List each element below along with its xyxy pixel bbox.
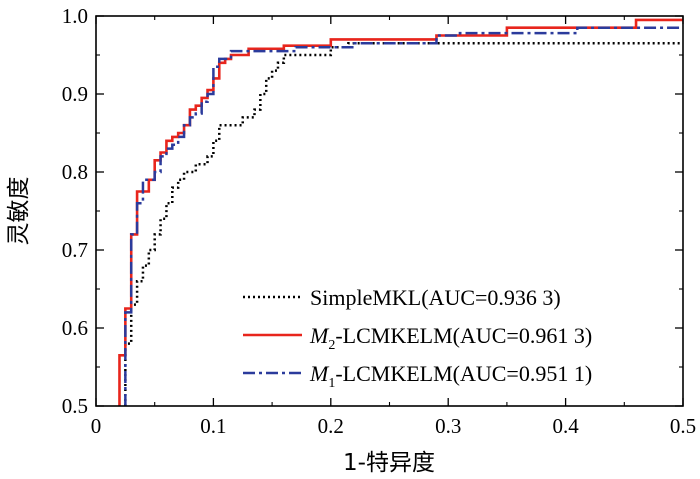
x-tick-label: 0.1 bbox=[200, 414, 226, 438]
x-tick-label: 0 bbox=[91, 414, 102, 438]
y-tick-label: 0.9 bbox=[62, 82, 88, 106]
x-tick-label: 0.5 bbox=[670, 414, 696, 438]
x-tick-label: 0.2 bbox=[318, 414, 344, 438]
series-lines bbox=[118, 18, 683, 406]
series-line-0 bbox=[124, 42, 683, 406]
y-tick-label: 0.8 bbox=[62, 160, 88, 184]
y-tick-label: 0.6 bbox=[62, 316, 88, 340]
legend-label-2: M1-LCMKELM(AUC=0.951 1) bbox=[309, 361, 592, 391]
tick-labels: 0 0.1 0.2 0.3 0.4 0.5 0.5 0.6 0.7 0.8 0.9 1.0 bbox=[62, 4, 696, 438]
y-tick-label: 0.7 bbox=[62, 238, 88, 262]
x-tick-label: 0.3 bbox=[435, 414, 461, 438]
y-tick-label: 1.0 bbox=[62, 4, 88, 28]
legend-label-0: SimpleMKL(AUC=0.936 3) bbox=[310, 285, 561, 310]
series-line-1 bbox=[118, 18, 683, 406]
y-tick-label: 0.5 bbox=[62, 394, 88, 418]
legend-label-1: M2-LCMKELM(AUC=0.961 3) bbox=[309, 323, 592, 353]
legend: SimpleMKL(AUC=0.936 3) M2-LCMKELM(AUC=0.9… bbox=[243, 285, 592, 391]
y-axis-title: 灵敏度 bbox=[6, 177, 32, 246]
x-axis-title: 1-特异度 bbox=[343, 450, 435, 476]
x-tick-label: 0.4 bbox=[552, 414, 579, 438]
series-line-2 bbox=[124, 26, 683, 406]
plot-frame bbox=[95, 15, 684, 407]
